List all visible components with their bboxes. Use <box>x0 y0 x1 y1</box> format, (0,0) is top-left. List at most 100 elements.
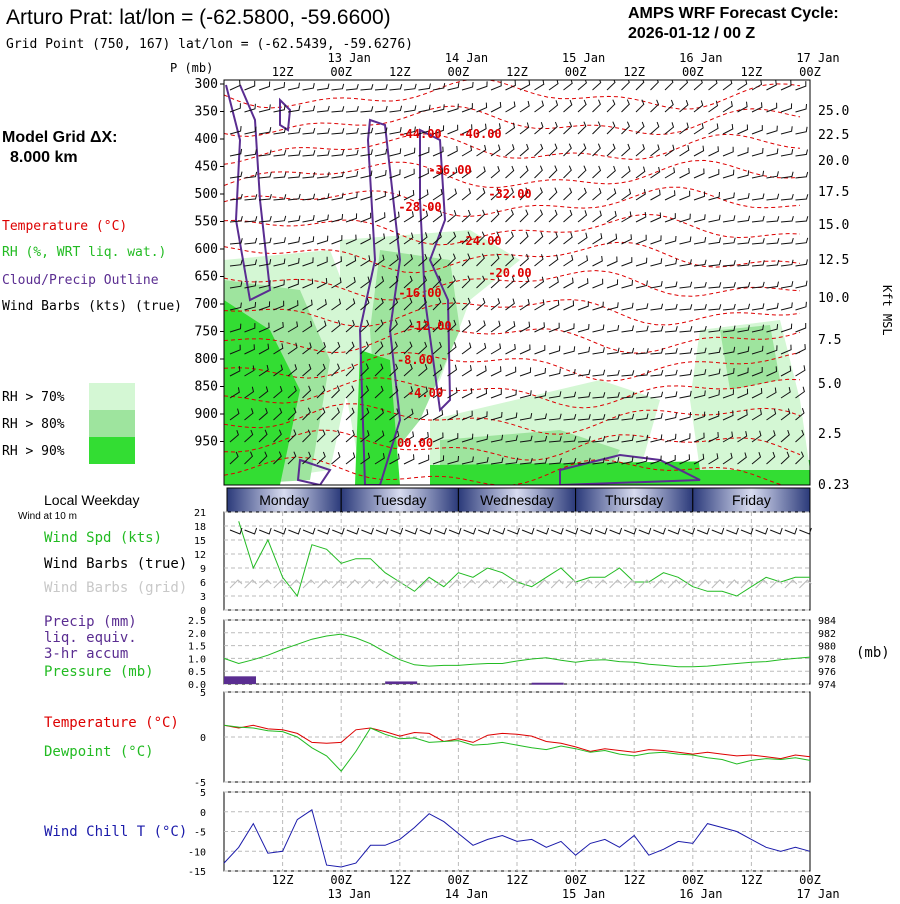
wind-barb <box>534 209 543 223</box>
surface-wind-barb-true <box>536 527 550 535</box>
wind-barb <box>592 301 604 311</box>
wind-barb <box>693 100 704 113</box>
surface-wind-barb-true <box>405 527 418 535</box>
wind-barb <box>345 319 355 333</box>
wind-barb <box>302 127 316 135</box>
wind-barb <box>795 429 805 443</box>
wind-barb <box>476 297 486 311</box>
wind-barb <box>389 363 399 377</box>
surface-wind-barb-true <box>346 527 360 535</box>
wind-barb <box>302 342 312 355</box>
wind-barb <box>244 237 258 245</box>
wind-barb <box>374 385 384 399</box>
wind-barb <box>548 254 559 267</box>
wind-barb <box>345 83 359 91</box>
wind-barb <box>621 456 634 465</box>
wind-barb <box>331 83 345 91</box>
wind-barb <box>374 148 388 157</box>
wind-barb <box>708 80 718 91</box>
wind-barb <box>461 253 471 267</box>
wind-barb <box>635 348 649 355</box>
temperature-contour-line <box>224 213 801 246</box>
bottom-hour-label: 12Z <box>272 873 294 887</box>
wind-barb <box>403 297 413 311</box>
surface-wind-barb-grid <box>550 579 564 589</box>
wind-barb <box>708 259 722 267</box>
wind-barb <box>244 323 256 333</box>
wind-barb <box>679 347 693 355</box>
wind-barb <box>650 212 662 223</box>
wind-barb <box>664 281 678 289</box>
wind-barb <box>621 413 635 421</box>
wind-barb <box>766 102 778 113</box>
temperature-contour-line <box>224 159 801 188</box>
wind-barb <box>737 346 750 355</box>
wind-barb <box>664 326 678 333</box>
wind-barb <box>418 168 429 179</box>
wind-barb <box>287 364 298 377</box>
temperature-contour-line <box>224 351 801 382</box>
legend-temperature: Temperature (°C) <box>2 219 127 234</box>
wind-barb <box>273 149 287 157</box>
surface-wind-barb-true <box>361 527 374 535</box>
wind-barb <box>273 321 284 333</box>
wind-barb <box>505 435 518 443</box>
wind-barb <box>693 281 707 289</box>
wind-barb <box>461 456 474 465</box>
wind-barb <box>360 341 369 355</box>
wind-barb <box>795 408 805 421</box>
wind-barb <box>693 390 706 399</box>
wind-barb <box>693 432 705 443</box>
wind-barb <box>606 302 619 311</box>
wind-barb <box>447 297 456 311</box>
surface-wind-barb-grid <box>258 579 272 589</box>
top-hour-label: 12Z <box>741 65 763 79</box>
surface-wind-barb-grid <box>302 579 316 589</box>
wind-barb <box>461 342 472 355</box>
wind-barb <box>519 457 533 465</box>
wind-barb <box>287 236 301 245</box>
wind-barb <box>563 346 576 355</box>
wind-barb <box>461 145 473 157</box>
wind-barb <box>273 82 286 91</box>
wind-barb <box>563 121 573 135</box>
wind-barb <box>577 278 589 289</box>
wind-barb <box>432 341 442 355</box>
wind-barb <box>403 408 414 421</box>
wind-barb <box>389 430 400 443</box>
surface-wind-barb-true <box>580 527 593 535</box>
temperature-contour-label: -12.00 <box>408 319 451 333</box>
wind-barb <box>490 457 504 465</box>
wind-barb <box>548 209 558 223</box>
wind-barb <box>287 150 301 157</box>
wind-barb <box>606 279 619 289</box>
wind-barb <box>577 187 587 201</box>
wind-barb <box>795 386 805 399</box>
wind-barb <box>432 432 444 443</box>
wind-barb <box>751 125 763 135</box>
wind-barb <box>664 412 677 421</box>
wind-barb <box>389 169 401 179</box>
surface-wind-barb-true <box>434 527 447 535</box>
precip-bar <box>531 682 564 685</box>
wind-barb <box>679 80 689 91</box>
surface-wind-barb-true <box>521 527 535 535</box>
height-tick-label: 25.0 <box>818 104 849 119</box>
wind-barb <box>287 215 301 223</box>
wind-barb <box>476 457 489 465</box>
wind-barb <box>360 385 369 399</box>
wind-barb <box>505 321 516 333</box>
surface-wind-barb-true <box>244 527 258 535</box>
wind-barb <box>737 325 750 333</box>
wind-barb <box>461 103 473 113</box>
wind-barb <box>476 253 485 267</box>
wind-barb <box>606 256 618 267</box>
wind-barb <box>708 100 719 113</box>
wind-barb <box>432 275 442 289</box>
surface-wind-barb-true <box>697 527 710 535</box>
bottom-date-label: 14 Jan <box>445 887 488 900</box>
wind-barb <box>389 105 403 113</box>
wind-barb <box>258 215 272 223</box>
wind-barb <box>563 369 576 377</box>
rh-key-swatch <box>89 383 135 410</box>
